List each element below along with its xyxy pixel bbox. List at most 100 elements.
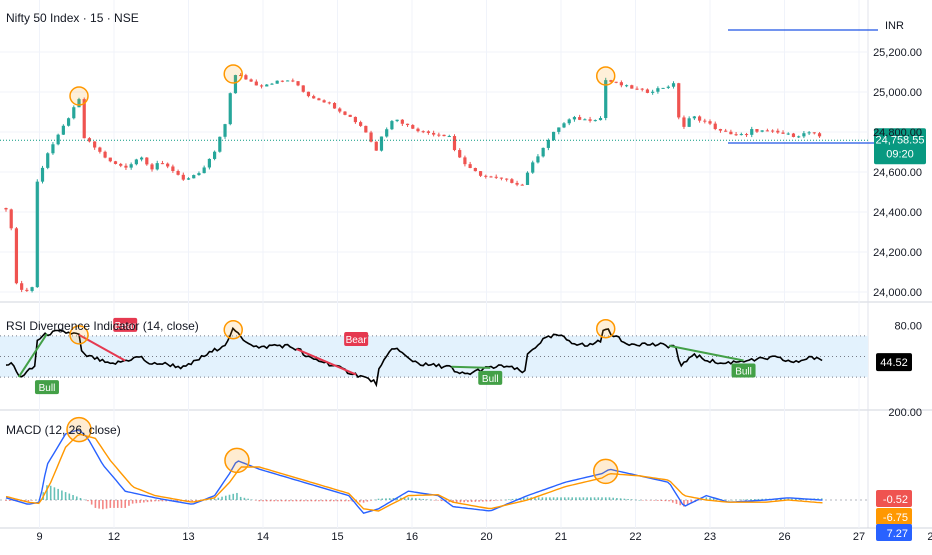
candle-body (61, 125, 65, 135)
macd-histogram-bar (292, 500, 294, 502)
candle-body (332, 102, 337, 109)
candle-body (692, 116, 696, 119)
rsi-divergence-line (296, 348, 357, 376)
currency-label[interactable]: INR (885, 20, 904, 32)
candle-body (416, 128, 420, 132)
macd-histogram-bar (165, 500, 167, 502)
candle-body (286, 80, 290, 82)
candle-body (515, 182, 519, 185)
candle-body (160, 163, 165, 165)
macd-histogram-bar (467, 500, 469, 503)
macd-histogram-bar (35, 499, 37, 501)
candle-body (218, 136, 222, 152)
macd-histogram-bar (482, 500, 484, 502)
candle-body (651, 91, 655, 93)
candle-body (614, 81, 618, 83)
macd-histogram-bar (210, 499, 212, 500)
macd-histogram-bar (638, 500, 641, 501)
candle-body (739, 134, 743, 136)
macd-histogram-bar (366, 500, 369, 502)
candle-body (400, 119, 404, 124)
macd-histogram-bar (724, 499, 726, 501)
candle-body (624, 85, 629, 87)
macd-histogram-bar (511, 498, 514, 500)
macd-histogram-bar (46, 485, 48, 500)
macd-histogram-bar (217, 497, 220, 500)
macd-histogram-bar (616, 498, 618, 500)
candle-body (546, 140, 550, 148)
rsi-title: RSI Divergence Indicator (14, close) (6, 319, 199, 333)
y-tick-label: 25,000.00 (873, 87, 922, 99)
macd-histogram-bar (318, 500, 320, 502)
macd-y-tick: 200.00 (888, 407, 922, 419)
bull-label: Bull (482, 374, 499, 385)
candle-body (301, 85, 305, 92)
bear-label-box (344, 332, 369, 347)
macd-histogram-bar (284, 500, 287, 502)
macd-histogram-bar (414, 498, 417, 500)
candle-body (478, 171, 483, 176)
candle-body (567, 119, 571, 124)
candle-body (82, 99, 86, 139)
candle-body (432, 132, 436, 135)
candle-body (437, 134, 441, 136)
candle-body (369, 132, 373, 142)
candle-body (213, 151, 217, 159)
candle-body (249, 79, 253, 82)
macd-histogram-bar (359, 500, 361, 503)
macd-histogram-bar (642, 500, 644, 501)
candle-body (609, 80, 613, 82)
bull-label-box (34, 380, 59, 395)
candle-body (166, 163, 170, 167)
macd-histogram-bar (571, 497, 573, 500)
macd-histogram-bar (612, 497, 614, 500)
candle-body (760, 130, 764, 132)
candle-body (557, 127, 561, 132)
macd-histogram-bar (396, 497, 398, 500)
bear-label-box (113, 317, 138, 332)
candle-body (338, 108, 342, 112)
macd-histogram-bar (228, 494, 231, 500)
macd-histogram-bar (556, 497, 559, 500)
candle-body (270, 83, 274, 85)
candle-body (364, 125, 368, 133)
x-tick-label: 26 (778, 531, 790, 543)
x-tick-label: 23 (704, 531, 716, 543)
bear-label: Bear (115, 321, 137, 332)
macd-histogram-bar (157, 500, 160, 502)
macd-histogram-bar (258, 500, 261, 502)
macd-histogram-bar (683, 500, 685, 507)
macd-histogram-bar (657, 500, 659, 501)
macd-histogram-bar (239, 496, 242, 500)
macd-histogram-bar (761, 498, 763, 500)
macd-histogram-bar (280, 500, 283, 502)
candle-body (666, 86, 670, 88)
macd-histogram-bar (98, 500, 100, 509)
candle-body (223, 124, 227, 137)
candle-body (489, 176, 493, 178)
macd-histogram-bar (668, 500, 670, 502)
macd-badge-value: -6.75 (883, 512, 908, 524)
macd-title: MACD (12, 26, close) (6, 423, 121, 437)
macd-histogram-bar (377, 498, 380, 500)
macd-histogram-bar (57, 488, 59, 500)
macd-histogram-bar (463, 500, 465, 503)
macd-histogram-bar (403, 497, 406, 500)
macd-histogram-bar (53, 487, 56, 500)
macd-histogram-bar (586, 497, 588, 500)
rsi-highlight (69, 325, 89, 345)
macd-badge-value: 7.27 (887, 528, 908, 540)
candle-body (239, 75, 243, 77)
macd-histogram-bar (526, 497, 529, 500)
candle-body (635, 88, 639, 90)
candle-body (791, 133, 796, 137)
macd-histogram-bar (493, 500, 495, 501)
candle-body (139, 157, 144, 160)
candle-body (359, 122, 363, 126)
macd-histogram-bar (597, 497, 600, 500)
chart-title: Nifty 50 Index · 15 · NSE (6, 11, 139, 25)
bull-label-box (731, 363, 756, 378)
candle-body (734, 134, 738, 136)
macd-histogram-bar (489, 500, 492, 502)
